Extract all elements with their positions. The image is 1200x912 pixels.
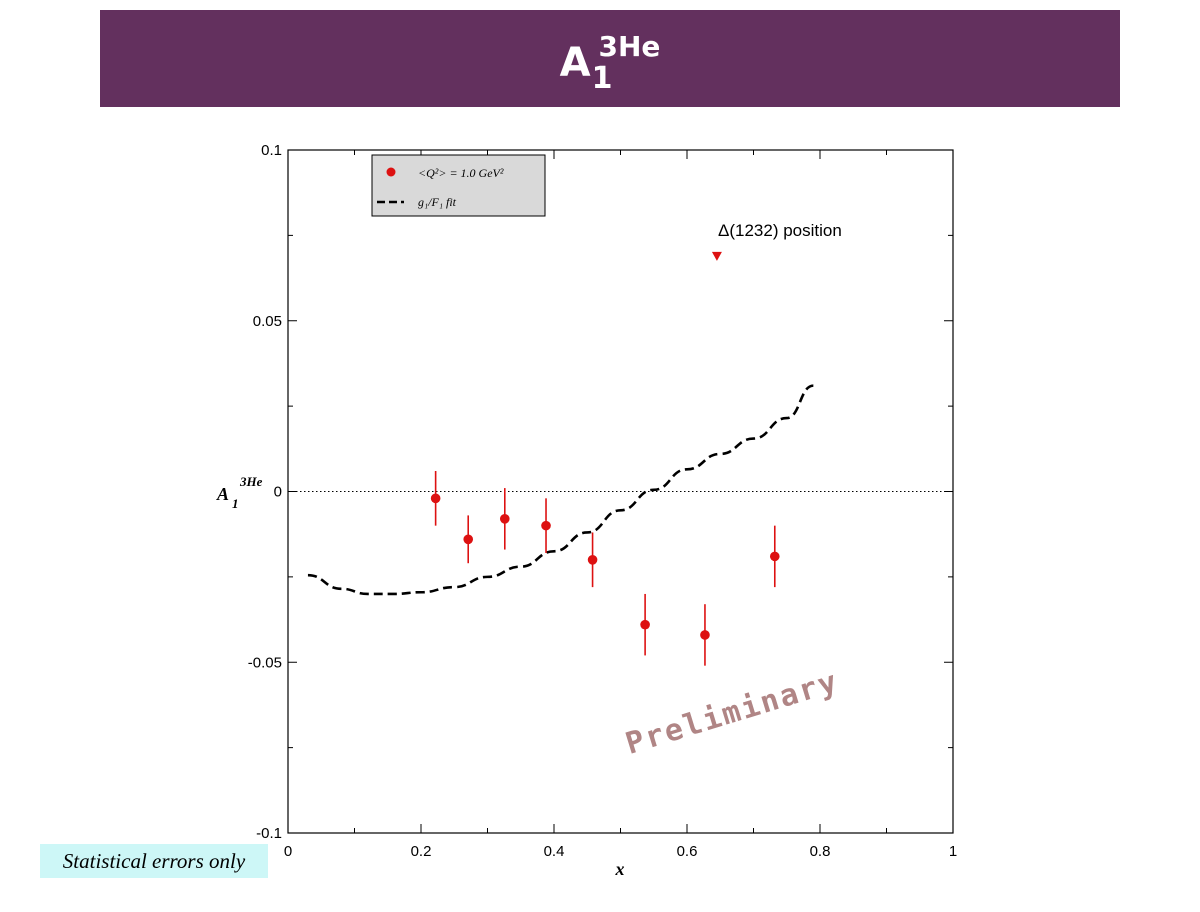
y-axis-label-base: A — [216, 484, 229, 504]
title-base: A — [559, 39, 591, 86]
title-superscript: 3He — [598, 29, 661, 63]
delta-label: Δ(1232) position — [718, 221, 842, 240]
title-subscript: 1 — [591, 60, 613, 96]
x-tick-label: 0.8 — [810, 843, 831, 860]
y-axis-label: A 13He — [216, 474, 263, 511]
legend-label-fit: g₁/F₁ fit — [418, 195, 457, 209]
y-tick-label: 0 — [274, 484, 282, 501]
legend-box — [371, 154, 546, 217]
delta-annotation: Δ(1232) position — [711, 221, 842, 261]
x-axis-label: x — [615, 859, 625, 879]
data-point — [541, 520, 551, 531]
fit-curve — [307, 384, 814, 596]
x-tick-label: 0 — [284, 843, 292, 860]
x-tick-label: 0.4 — [544, 843, 565, 860]
legend: <Q²> = 1.0 GeV² g₁/F₁ fit — [371, 154, 546, 217]
data-point — [463, 534, 474, 545]
data-point — [430, 493, 441, 504]
data-point — [769, 551, 780, 562]
data-point — [700, 630, 710, 640]
delta-marker — [711, 251, 722, 261]
x-tick-label: 0.2 — [411, 843, 432, 860]
y-tick-label: 0.05 — [253, 313, 282, 330]
y-tick-label: -0.1 — [256, 825, 282, 842]
y-tick-label: 0.1 — [261, 142, 282, 159]
y-tick-label: -0.05 — [248, 654, 282, 671]
slide-title: A13He — [559, 32, 661, 93]
data-point — [640, 619, 650, 630]
legend-label-points: <Q²> = 1.0 GeV² — [418, 166, 504, 180]
title-banner: A13He — [100, 10, 1120, 107]
data-point — [499, 514, 510, 524]
y-axis-label-sub: 1 — [232, 496, 239, 511]
data-points — [430, 471, 780, 666]
y-axis-label-sup: 3He — [239, 474, 263, 489]
data-point — [587, 555, 598, 565]
x-tick-label: 0.6 — [677, 843, 698, 860]
statistical-errors-note: Statistical errors only — [40, 844, 268, 878]
x-tick-label: 1 — [949, 843, 957, 860]
axis-ticks: 0 0.2 0.4 0.6 0.8 1 -0.1 -0.05 0 0.05 0.1 — [248, 142, 957, 860]
preliminary-watermark: Preliminary — [622, 664, 843, 762]
legend-marker-points — [386, 167, 396, 177]
